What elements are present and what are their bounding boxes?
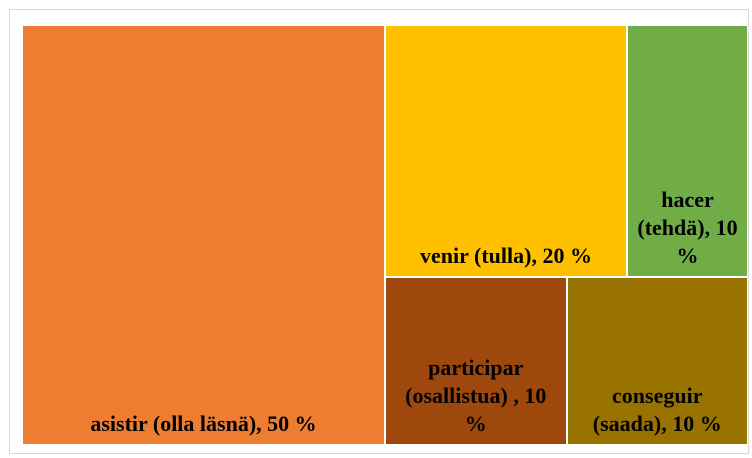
treemap-cell: conseguir (saada), 10 % — [566, 277, 748, 445]
treemap-cell: venir (tulla), 20 % — [385, 25, 627, 277]
treemap-cell: hacer (tehdä), 10 % — [627, 25, 748, 277]
cell-label: hacer (tehdä), 10 % — [637, 187, 738, 268]
cell-label: participar (osallistua) , 10 % — [405, 355, 547, 436]
treemap-cell: asistir (olla läsnä), 50 % — [22, 25, 385, 445]
cell-label: asistir (olla läsnä), 50 % — [90, 411, 317, 436]
treemap-cell: participar (osallistua) , 10 % — [385, 277, 567, 445]
cell-label: conseguir (saada), 10 % — [592, 383, 722, 436]
chart-border — [9, 9, 749, 454]
cell-label: venir (tulla), 20 % — [420, 243, 592, 268]
